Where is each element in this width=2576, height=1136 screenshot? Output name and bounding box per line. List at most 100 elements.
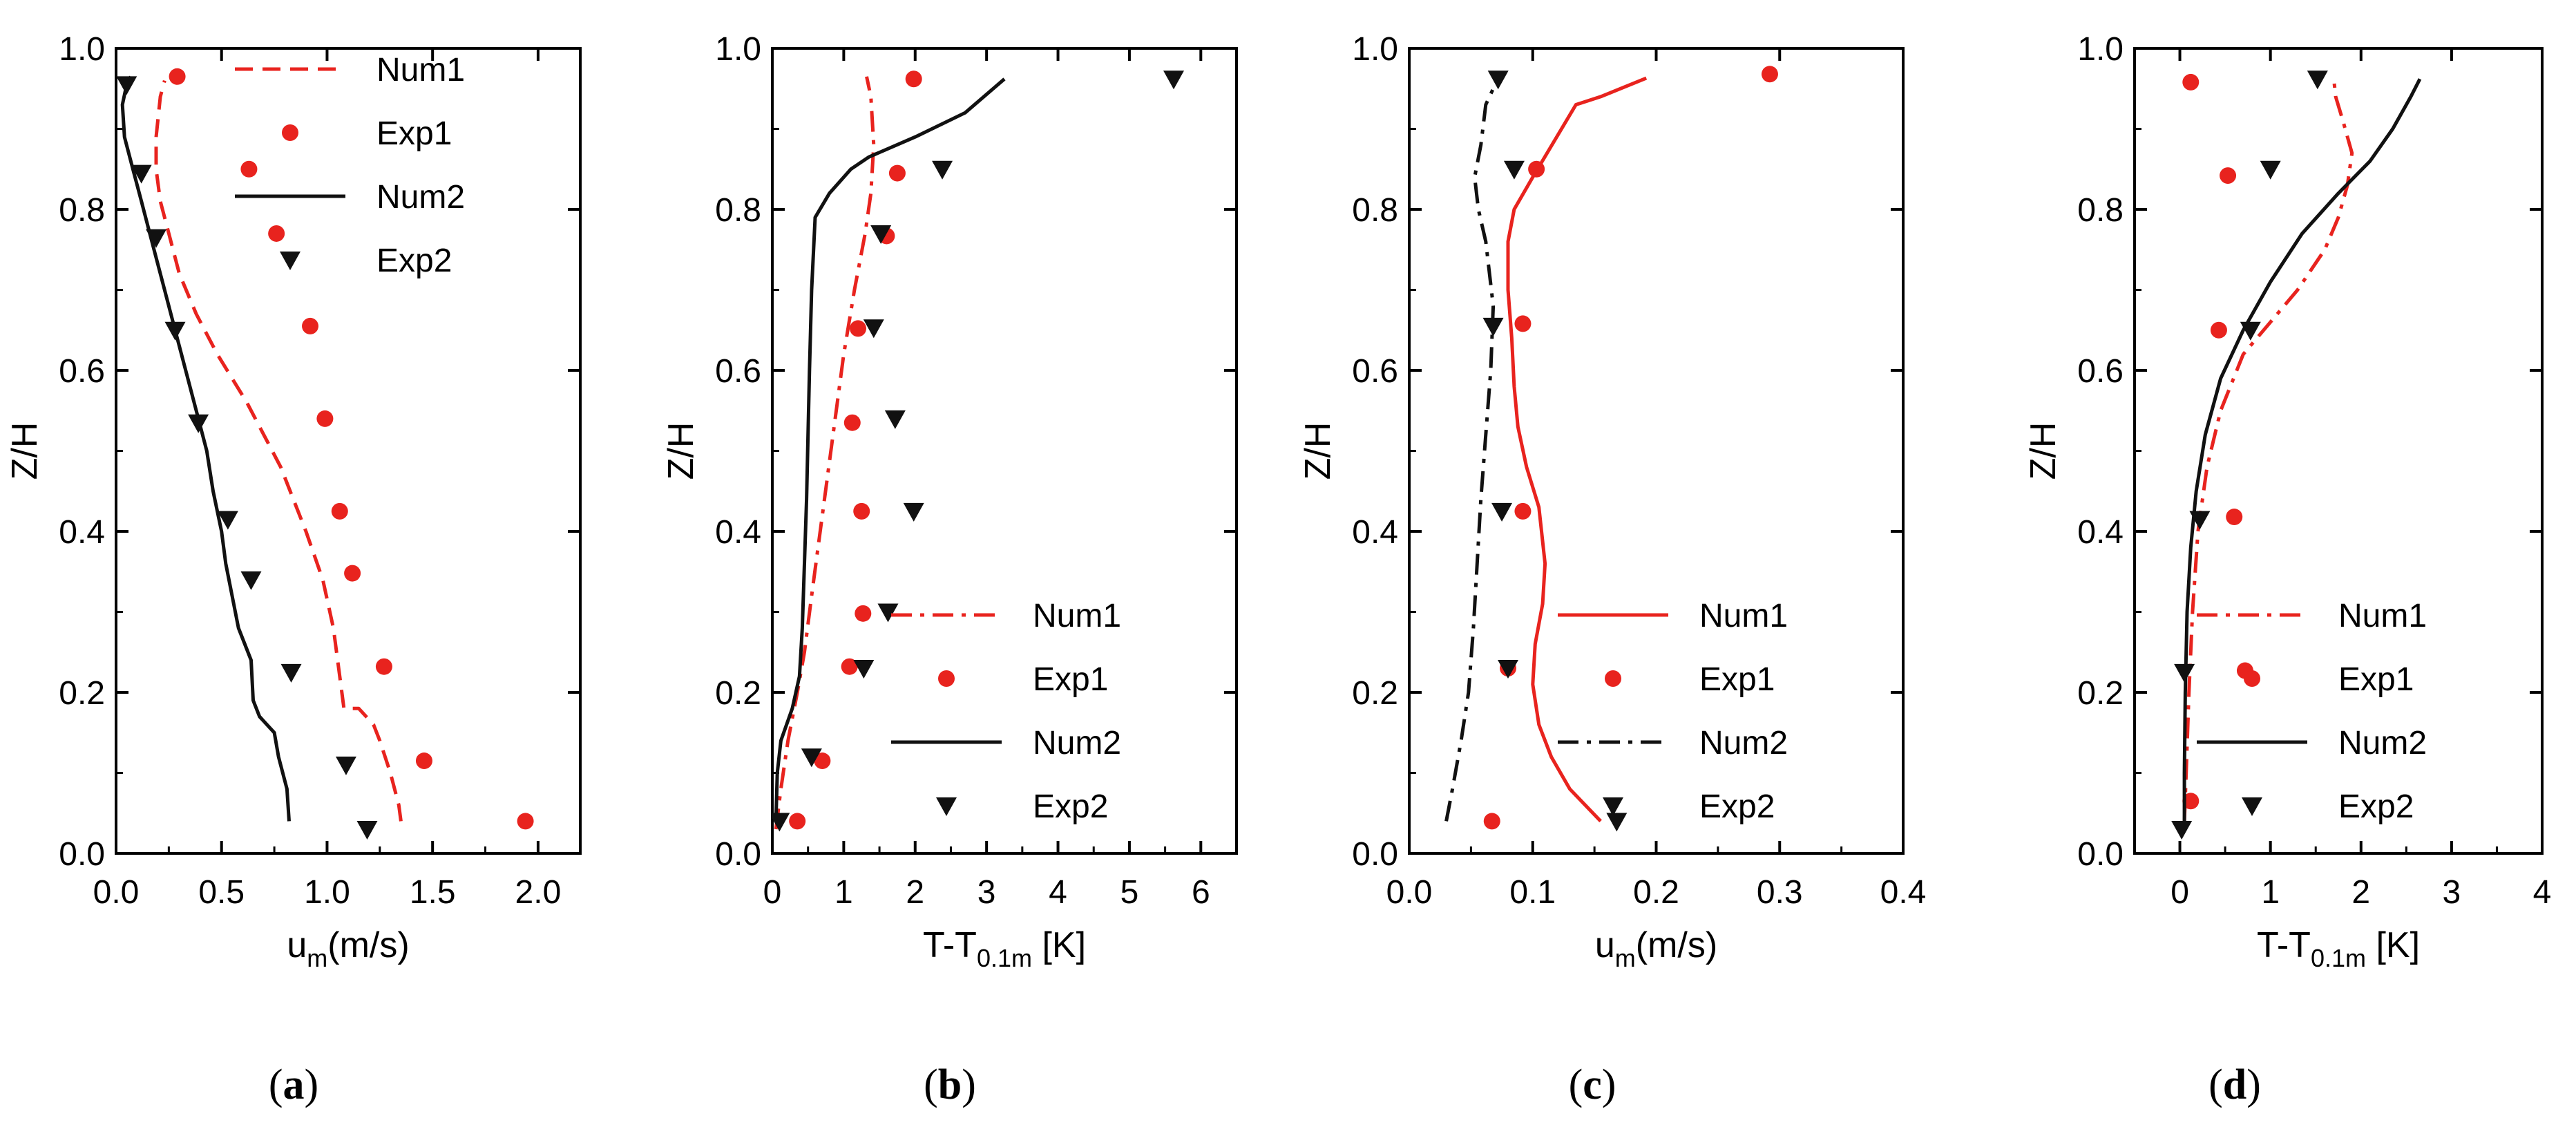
data-point-exp2 [146,229,167,248]
data-point-exp2 [772,813,790,832]
x-tick-label: 1.5 [410,874,456,911]
x-axis-label: um(m/s) [1595,925,1717,972]
data-point-exp2 [2240,321,2261,341]
legend-marker-exp1 [2244,670,2260,687]
caption-letter: a [283,1061,305,1108]
series-line-num2 [1444,71,1505,822]
data-point-exp2 [870,225,892,244]
x-axis-label-unit: (m/s) [1636,925,1717,965]
series-line-num2 [120,75,291,822]
caption-paren-close: ) [305,1061,319,1108]
chart-panel-a: 0.0 0.5 1.0 1.5 2.0 0.0 0.2 0.4 0.6 0.8 1.0 Z/H um(m… [5,31,582,1108]
legend-marker-exp2 [280,252,300,270]
legend-label-exp2: Exp2 [1033,788,1108,825]
data-point-exp1 [841,658,858,675]
series-line-num1 [1506,76,1648,823]
data-point-exp2 [1498,660,1518,679]
series-line-num1 [774,76,876,830]
data-point-exp1 [240,160,258,178]
plot-area [2171,70,2422,840]
data-point-exp1 [2210,321,2227,339]
data-point-exp1 [1528,160,1545,178]
y-tick-label: 0.8 [59,192,105,229]
legend-label-num2: Num2 [1699,725,1788,761]
y-tick-label: 0.0 [59,836,105,873]
x-tick-label: 1.0 [304,874,350,911]
y-tick-label: 0.6 [715,353,761,390]
caption-letter: c [1583,1061,1602,1108]
data-point-exp1 [2220,167,2237,184]
x-tick-label: 0.0 [1386,874,1433,911]
legend: Num1 Exp1 Num2 Exp2 [891,598,1121,825]
x-tick-label: 1 [2261,874,2280,911]
legend-label-num1: Num1 [1033,598,1121,634]
data-point-exp1 [517,813,534,830]
data-point-exp2 [217,511,238,530]
y-tick-label: 0.4 [715,514,761,551]
y-axis-label: Z/H [5,422,45,480]
plot-frame [771,47,1238,855]
y-tick-label: 1.0 [59,31,105,68]
x-tick-label: 2 [906,874,924,911]
x-axis-label: T-T0.1m [K] [2257,925,2420,972]
x-tick-label: 6 [1192,874,1210,911]
legend-marker-exp1 [938,670,955,687]
y-tick-label: 0.0 [2077,836,2124,873]
data-point-exp1 [415,752,432,770]
y-tick-label: 0.8 [1352,192,1398,229]
y-tick-label: 1.0 [2077,31,2124,68]
y-tick-label: 0.6 [2077,353,2124,390]
caption-paren-close: ) [2246,1061,2261,1108]
legend-label-num1: Num1 [376,52,465,88]
legend-label-num2: Num2 [376,179,465,216]
x-axis-label-sub: 0.1m [2311,944,2366,972]
caption-paren-open: ( [1569,1061,1583,1108]
data-point-exp2 [131,164,152,184]
legend: Num1 Exp1 Num2 Exp2 [1558,598,1788,825]
x-tick-label: 5 [1120,874,1139,911]
y-tick-label: 0.2 [1352,675,1398,712]
x-axis-label-main: u [1595,925,1615,965]
data-point-exp1 [169,68,186,85]
data-point-exp2 [801,748,822,768]
panel-caption: (c) [1569,1061,1616,1108]
x-tick-label: 0.4 [1880,874,1927,911]
data-point-exp1 [316,410,334,427]
data-point-exp1 [888,164,906,182]
data-point-exp2 [853,660,875,679]
chart-panel-c: 0.0 0.1 0.2 0.3 0.4 0.0 0.2 0.4 0.6 0.8 1.0 Z/H um(m… [1298,31,1926,1108]
data-point-exp1 [905,70,922,88]
chart-panel-d: 0 1 2 3 4 0.0 0.2 0.4 0.6 0.8 1.0 Z/H T-T0.1m [K] (d)… [2023,31,2551,1108]
x-axis-label: T-T0.1m [K] [923,925,1086,972]
x-axis-label-unit: (m/s) [327,925,409,965]
x-axis-label-unit: [K] [2366,925,2420,965]
data-point-exp2 [884,410,906,429]
data-point-exp1 [853,502,870,520]
x-tick-label: 0 [763,874,782,911]
legend-label-exp1: Exp1 [2338,661,2414,698]
data-point-exp2 [280,663,302,683]
caption-paren-open: ( [269,1061,283,1108]
data-point-exp1 [855,605,872,622]
caption-paren-close: ) [962,1061,976,1108]
y-tick-label: 0.8 [2077,192,2124,229]
data-point-exp1 [375,658,392,675]
y-tick-label: 0.4 [59,514,105,551]
data-point-exp2 [2307,70,2328,90]
panel-caption: (b) [924,1061,976,1108]
x-tick-label: 1 [834,874,853,911]
y-tick-label: 0.2 [59,675,105,712]
y-tick-label: 0.4 [1352,514,1398,551]
data-point-exp2 [877,603,899,623]
legend-marker-exp2 [1603,797,1623,816]
data-point-exp1 [814,752,831,770]
data-point-exp2 [335,756,356,775]
y-tick-label: 0.0 [1352,836,1398,873]
x-axis-label-main: T-T [923,925,977,965]
data-point-exp2 [1482,317,1504,337]
data-point-exp2 [1491,502,1513,522]
x-axis-label-sub: m [307,944,327,972]
x-tick-label: 2 [2351,874,2370,911]
x-tick-label: 4 [2533,874,2552,911]
